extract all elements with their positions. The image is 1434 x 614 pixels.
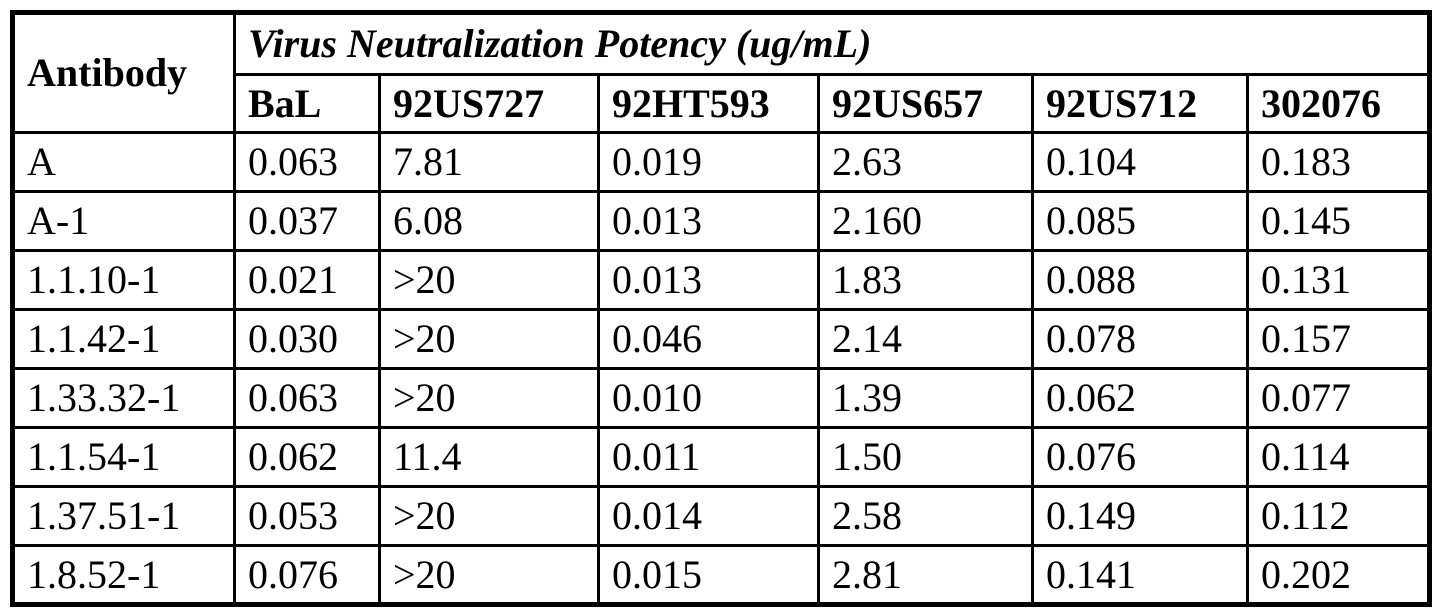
potency-value: 0.046 xyxy=(597,308,820,370)
column-header-92us712: 92US712 xyxy=(1031,73,1249,134)
potency-value: 0.037 xyxy=(233,190,381,252)
table-row: 1.8.52-1 0.076 >20 0.015 2.81 0.141 0.20… xyxy=(11,544,1432,606)
potency-value: 0.077 xyxy=(1245,367,1432,429)
potency-value: 11.4 xyxy=(378,426,600,488)
antibody-label: 1.33.32-1 xyxy=(11,367,236,429)
potency-value: 2.160 xyxy=(817,190,1034,252)
potency-value: 0.112 xyxy=(1245,485,1432,547)
potency-value: 0.053 xyxy=(233,485,381,547)
potency-value: 0.021 xyxy=(233,249,381,311)
potency-value: 0.019 xyxy=(597,131,820,193)
potency-value: >20 xyxy=(378,485,600,547)
potency-value: 1.39 xyxy=(817,367,1034,429)
antibody-column-header: Antibody xyxy=(11,11,236,134)
antibody-label: 1.1.54-1 xyxy=(11,426,236,488)
antibody-label: 1.1.42-1 xyxy=(11,308,236,370)
neutralization-potency-table: Antibody Virus Neutralization Potency (u… xyxy=(10,10,1433,607)
potency-value: 0.015 xyxy=(597,544,820,606)
potency-value: 0.078 xyxy=(1031,308,1249,370)
potency-value: 6.08 xyxy=(378,190,600,252)
antibody-label: 1.1.10-1 xyxy=(11,249,236,311)
potency-value: 0.063 xyxy=(233,131,381,193)
potency-value: 0.076 xyxy=(233,544,381,606)
potency-value: 0.030 xyxy=(233,308,381,370)
potency-value: 7.81 xyxy=(378,131,600,193)
table-header-row-group: Antibody Virus Neutralization Potency (u… xyxy=(11,11,1432,134)
potency-value: 0.011 xyxy=(597,426,820,488)
column-header-92us657: 92US657 xyxy=(817,73,1034,134)
potency-value: 0.202 xyxy=(1245,544,1432,606)
potency-value: 0.145 xyxy=(1245,190,1432,252)
table-row: 1.37.51-1 0.053 >20 0.014 2.58 0.149 0.1… xyxy=(11,485,1432,547)
potency-value: 0.183 xyxy=(1245,131,1432,193)
potency-value: 1.50 xyxy=(817,426,1034,488)
antibody-label: 1.8.52-1 xyxy=(11,544,236,606)
potency-value: 0.013 xyxy=(597,249,820,311)
potency-value: 2.14 xyxy=(817,308,1034,370)
column-header-92ht593: 92HT593 xyxy=(597,73,820,134)
potency-value: 2.81 xyxy=(817,544,1034,606)
potency-value: 2.58 xyxy=(817,485,1034,547)
table-row: 1.1.54-1 0.062 11.4 0.011 1.50 0.076 0.1… xyxy=(11,426,1432,488)
potency-value: 0.149 xyxy=(1031,485,1249,547)
group-header-virus-neutralization-potency: Virus Neutralization Potency (ug/mL) xyxy=(232,11,1432,76)
table-header-row-columns: BaL 92US727 92HT593 92US657 92US712 3020… xyxy=(13,73,1432,134)
potency-value: 0.104 xyxy=(1031,131,1249,193)
potency-value: >20 xyxy=(378,544,600,606)
potency-value: 1.83 xyxy=(817,249,1034,311)
potency-value: >20 xyxy=(378,249,600,311)
table-row: A 0.063 7.81 0.019 2.63 0.104 0.183 xyxy=(11,131,1432,193)
antibody-label: A xyxy=(11,131,236,193)
antibody-label: 1.37.51-1 xyxy=(11,485,236,547)
potency-value: >20 xyxy=(378,308,600,370)
table-row: 1.33.32-1 0.063 >20 0.010 1.39 0.062 0.0… xyxy=(11,367,1432,429)
potency-value: >20 xyxy=(378,367,600,429)
antibody-label: A-1 xyxy=(11,190,236,252)
potency-value: 0.085 xyxy=(1031,190,1249,252)
potency-value: 0.114 xyxy=(1245,426,1432,488)
potency-value: 0.062 xyxy=(233,426,381,488)
potency-value: 0.063 xyxy=(233,367,381,429)
column-header-92us727: 92US727 xyxy=(378,73,600,134)
column-header-bal: BaL xyxy=(233,73,381,134)
potency-value: 0.157 xyxy=(1245,308,1432,370)
table-row: 1.1.42-1 0.030 >20 0.046 2.14 0.078 0.15… xyxy=(11,308,1432,370)
column-header-302076: 302076 xyxy=(1245,73,1432,134)
potency-value: 0.013 xyxy=(597,190,820,252)
potency-value: 2.63 xyxy=(817,131,1034,193)
table-row: 1.1.10-1 0.021 >20 0.013 1.83 0.088 0.13… xyxy=(11,249,1432,311)
potency-value: 0.014 xyxy=(597,485,820,547)
potency-value: 0.010 xyxy=(597,367,820,429)
potency-value: 0.076 xyxy=(1031,426,1249,488)
potency-value: 0.141 xyxy=(1031,544,1249,606)
potency-value: 0.088 xyxy=(1031,249,1249,311)
potency-value: 0.131 xyxy=(1245,249,1432,311)
table-row: A-1 0.037 6.08 0.013 2.160 0.085 0.145 xyxy=(11,190,1432,252)
potency-value: 0.062 xyxy=(1031,367,1249,429)
